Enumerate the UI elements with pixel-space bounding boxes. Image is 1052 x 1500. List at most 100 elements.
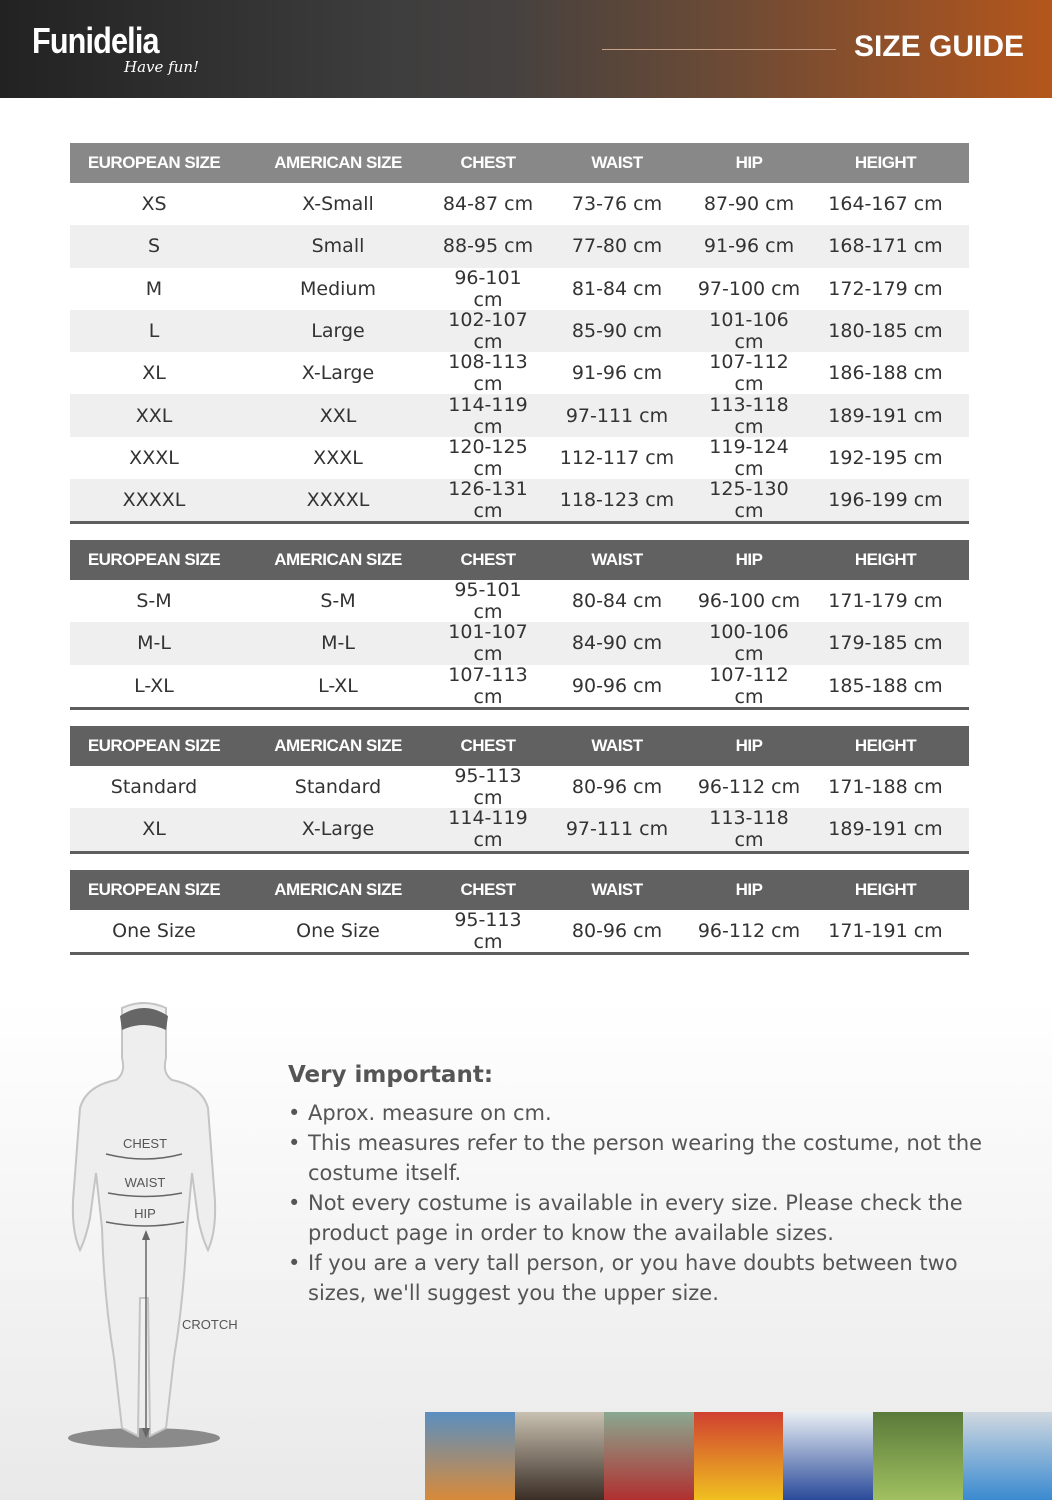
note-item: This measures refer to the person wearin… — [288, 1128, 988, 1188]
size-table: EUROPEAN SIZE AMERICAN SIZE CHEST WAIST HIP H… — [70, 870, 969, 956]
table-cell: 171-179 cm — [828, 590, 943, 613]
column-header: HEIGHT — [854, 153, 917, 172]
table-cell: 168-171 cm — [828, 235, 943, 258]
table-cell: 80-96 cm — [571, 776, 663, 799]
table-cell: X-Small — [302, 193, 374, 216]
table-row: XXXXL XXXXL 126-131 cm 118-123 cm 125-130 cm… — [70, 478, 969, 523]
table-cell: 113-118 cm — [709, 807, 789, 852]
table-cell: 91-96 cm — [571, 362, 663, 385]
costume-photo — [962, 1412, 1052, 1500]
table-cell: X-Large — [301, 818, 375, 841]
costume-photo — [425, 1412, 515, 1500]
table-cell: 97-100 cm — [697, 277, 801, 300]
table-cell: 90-96 cm — [571, 674, 663, 697]
table-cell: XXXXL — [306, 489, 370, 512]
table-cell: 91-96 cm — [703, 235, 795, 258]
table-cell: XL — [142, 362, 166, 385]
table-cell: Standard — [110, 776, 198, 799]
table-cell: 100-106 cm — [709, 621, 789, 666]
table-row: XL X-Large 114-119 cm 97-111 cm 113-118 cm 18… — [70, 807, 969, 852]
table-cell: Standard — [294, 776, 382, 799]
table-cell: 85-90 cm — [571, 320, 663, 343]
notes-title: Very important: — [288, 1062, 494, 1088]
table-cell: 179-185 cm — [828, 632, 943, 655]
brand-logo: Funidelia — [32, 20, 160, 61]
table-cell: 180-185 cm — [828, 320, 943, 343]
table-cell: 118-123 cm — [559, 489, 675, 512]
table-cell: 164-167 cm — [828, 193, 943, 216]
column-header: CHEST — [460, 736, 516, 755]
table-row: L Large 102-107 cm 85-90 cm 101-106 cm 180-18… — [70, 309, 969, 354]
table-cell: L-XL — [134, 674, 174, 697]
column-header: WAIST — [591, 550, 643, 569]
table-cell: 96-112 cm — [697, 920, 801, 943]
table-header-row: EUROPEAN SIZE AMERICAN SIZE CHEST WAIST HIP H… — [70, 726, 969, 766]
table-cell: XXXXL — [122, 489, 186, 512]
size-table: EUROPEAN SIZE AMERICAN SIZE CHEST WAIST HIP H… — [70, 540, 969, 710]
brand-tagline: Have fun! — [124, 58, 200, 76]
costume-photo — [514, 1412, 605, 1500]
table-cell: 186-188 cm — [828, 362, 943, 385]
table-cell: M-L — [321, 632, 355, 655]
size-table: EUROPEAN SIZE AMERICAN SIZE CHEST WAIST HIP H… — [70, 726, 969, 854]
table-cell: 88-95 cm — [442, 235, 534, 258]
table-cell: 196-199 cm — [828, 489, 943, 512]
table-cell: 185-188 cm — [828, 674, 943, 697]
note-item: Aprox. measure on cm. — [288, 1098, 988, 1128]
column-header: AMERICAN SIZE — [274, 153, 402, 172]
page-header: Funidelia Have fun! SIZE GUIDE — [0, 0, 1052, 98]
table-row: One Size One Size 95-113 cm 80-96 cm 96-112 … — [70, 909, 969, 954]
table-cell: 126-131 cm — [448, 478, 528, 523]
table-cell: One Size — [112, 920, 196, 943]
table-cell: 114-119 cm — [448, 807, 528, 852]
costume-photo — [872, 1412, 963, 1500]
table-cell: 80-96 cm — [571, 920, 663, 943]
table-cell: M — [145, 277, 163, 300]
table-cell: 84-87 cm — [442, 193, 534, 216]
table-cell: 101-106 cm — [709, 309, 789, 354]
table-cell: 107-112 cm — [709, 663, 789, 708]
costume-photo — [604, 1412, 694, 1500]
table-row: XXXL XXXL 120-125 cm 112-117 cm 119-124 cm 19… — [70, 436, 969, 480]
note-item: Not every costume is available in every … — [288, 1188, 988, 1248]
important-notes: Very important: Aprox. measure on cm. Th… — [288, 1062, 988, 1308]
table-cell: 95-113 cm — [454, 765, 522, 810]
column-header: CHEST — [460, 550, 516, 569]
body-measurement-figure: CHEST WAIST HIP CROTCH — [62, 998, 262, 1458]
column-header: CHEST — [460, 153, 516, 172]
table-cell: XL — [142, 818, 166, 841]
table-row: XS X-Small 84-87 cm 73-76 cm 87-90 cm 164-167… — [70, 183, 969, 225]
column-header: EUROPEAN SIZE — [87, 736, 221, 755]
size-table: EUROPEAN SIZE AMERICAN SIZE CHEST WAIST HIP H… — [70, 143, 969, 525]
table-cell: 192-195 cm — [828, 446, 943, 469]
table-cell: 73-76 cm — [571, 193, 663, 216]
hip-label: HIP — [134, 1206, 156, 1221]
table-cell: Large — [311, 320, 365, 343]
table-cell: 112-117 cm — [559, 446, 675, 469]
table-cell: Small — [311, 235, 365, 258]
table-cell: 95-101 cm — [454, 579, 522, 624]
table-cell: 87-90 cm — [703, 193, 795, 216]
table-cell: 95-113 cm — [454, 909, 522, 954]
table-cell: XXXL — [129, 446, 179, 469]
table-cell: 80-84 cm — [571, 590, 663, 613]
table-cell: S-M — [136, 590, 172, 613]
table-cell: 189-191 cm — [828, 818, 943, 841]
column-header: AMERICAN SIZE — [274, 736, 402, 755]
table-cell: 189-191 cm — [828, 404, 943, 427]
header-divider — [602, 49, 836, 50]
column-header: CHEST — [460, 880, 516, 899]
table-cell: 81-84 cm — [571, 277, 663, 300]
table-cell: 113-118 cm — [709, 393, 789, 438]
table-cell: 171-191 cm — [828, 920, 943, 943]
table-cell: 108-113 cm — [448, 351, 528, 396]
column-header: HIP — [735, 880, 763, 899]
column-header: HEIGHT — [854, 736, 917, 755]
column-header: HEIGHT — [854, 550, 917, 569]
table-cell: XXL — [135, 404, 173, 427]
table-cell: 114-119 cm — [448, 393, 528, 438]
table-cell: L — [148, 320, 160, 343]
table-cell: XXXL — [313, 446, 363, 469]
table-header-row: EUROPEAN SIZE AMERICAN SIZE CHEST WAIST HIP H… — [70, 540, 969, 580]
table-row: L-XL L-XL 107-113 cm 90-96 cm 107-112 cm 185-… — [70, 663, 969, 708]
